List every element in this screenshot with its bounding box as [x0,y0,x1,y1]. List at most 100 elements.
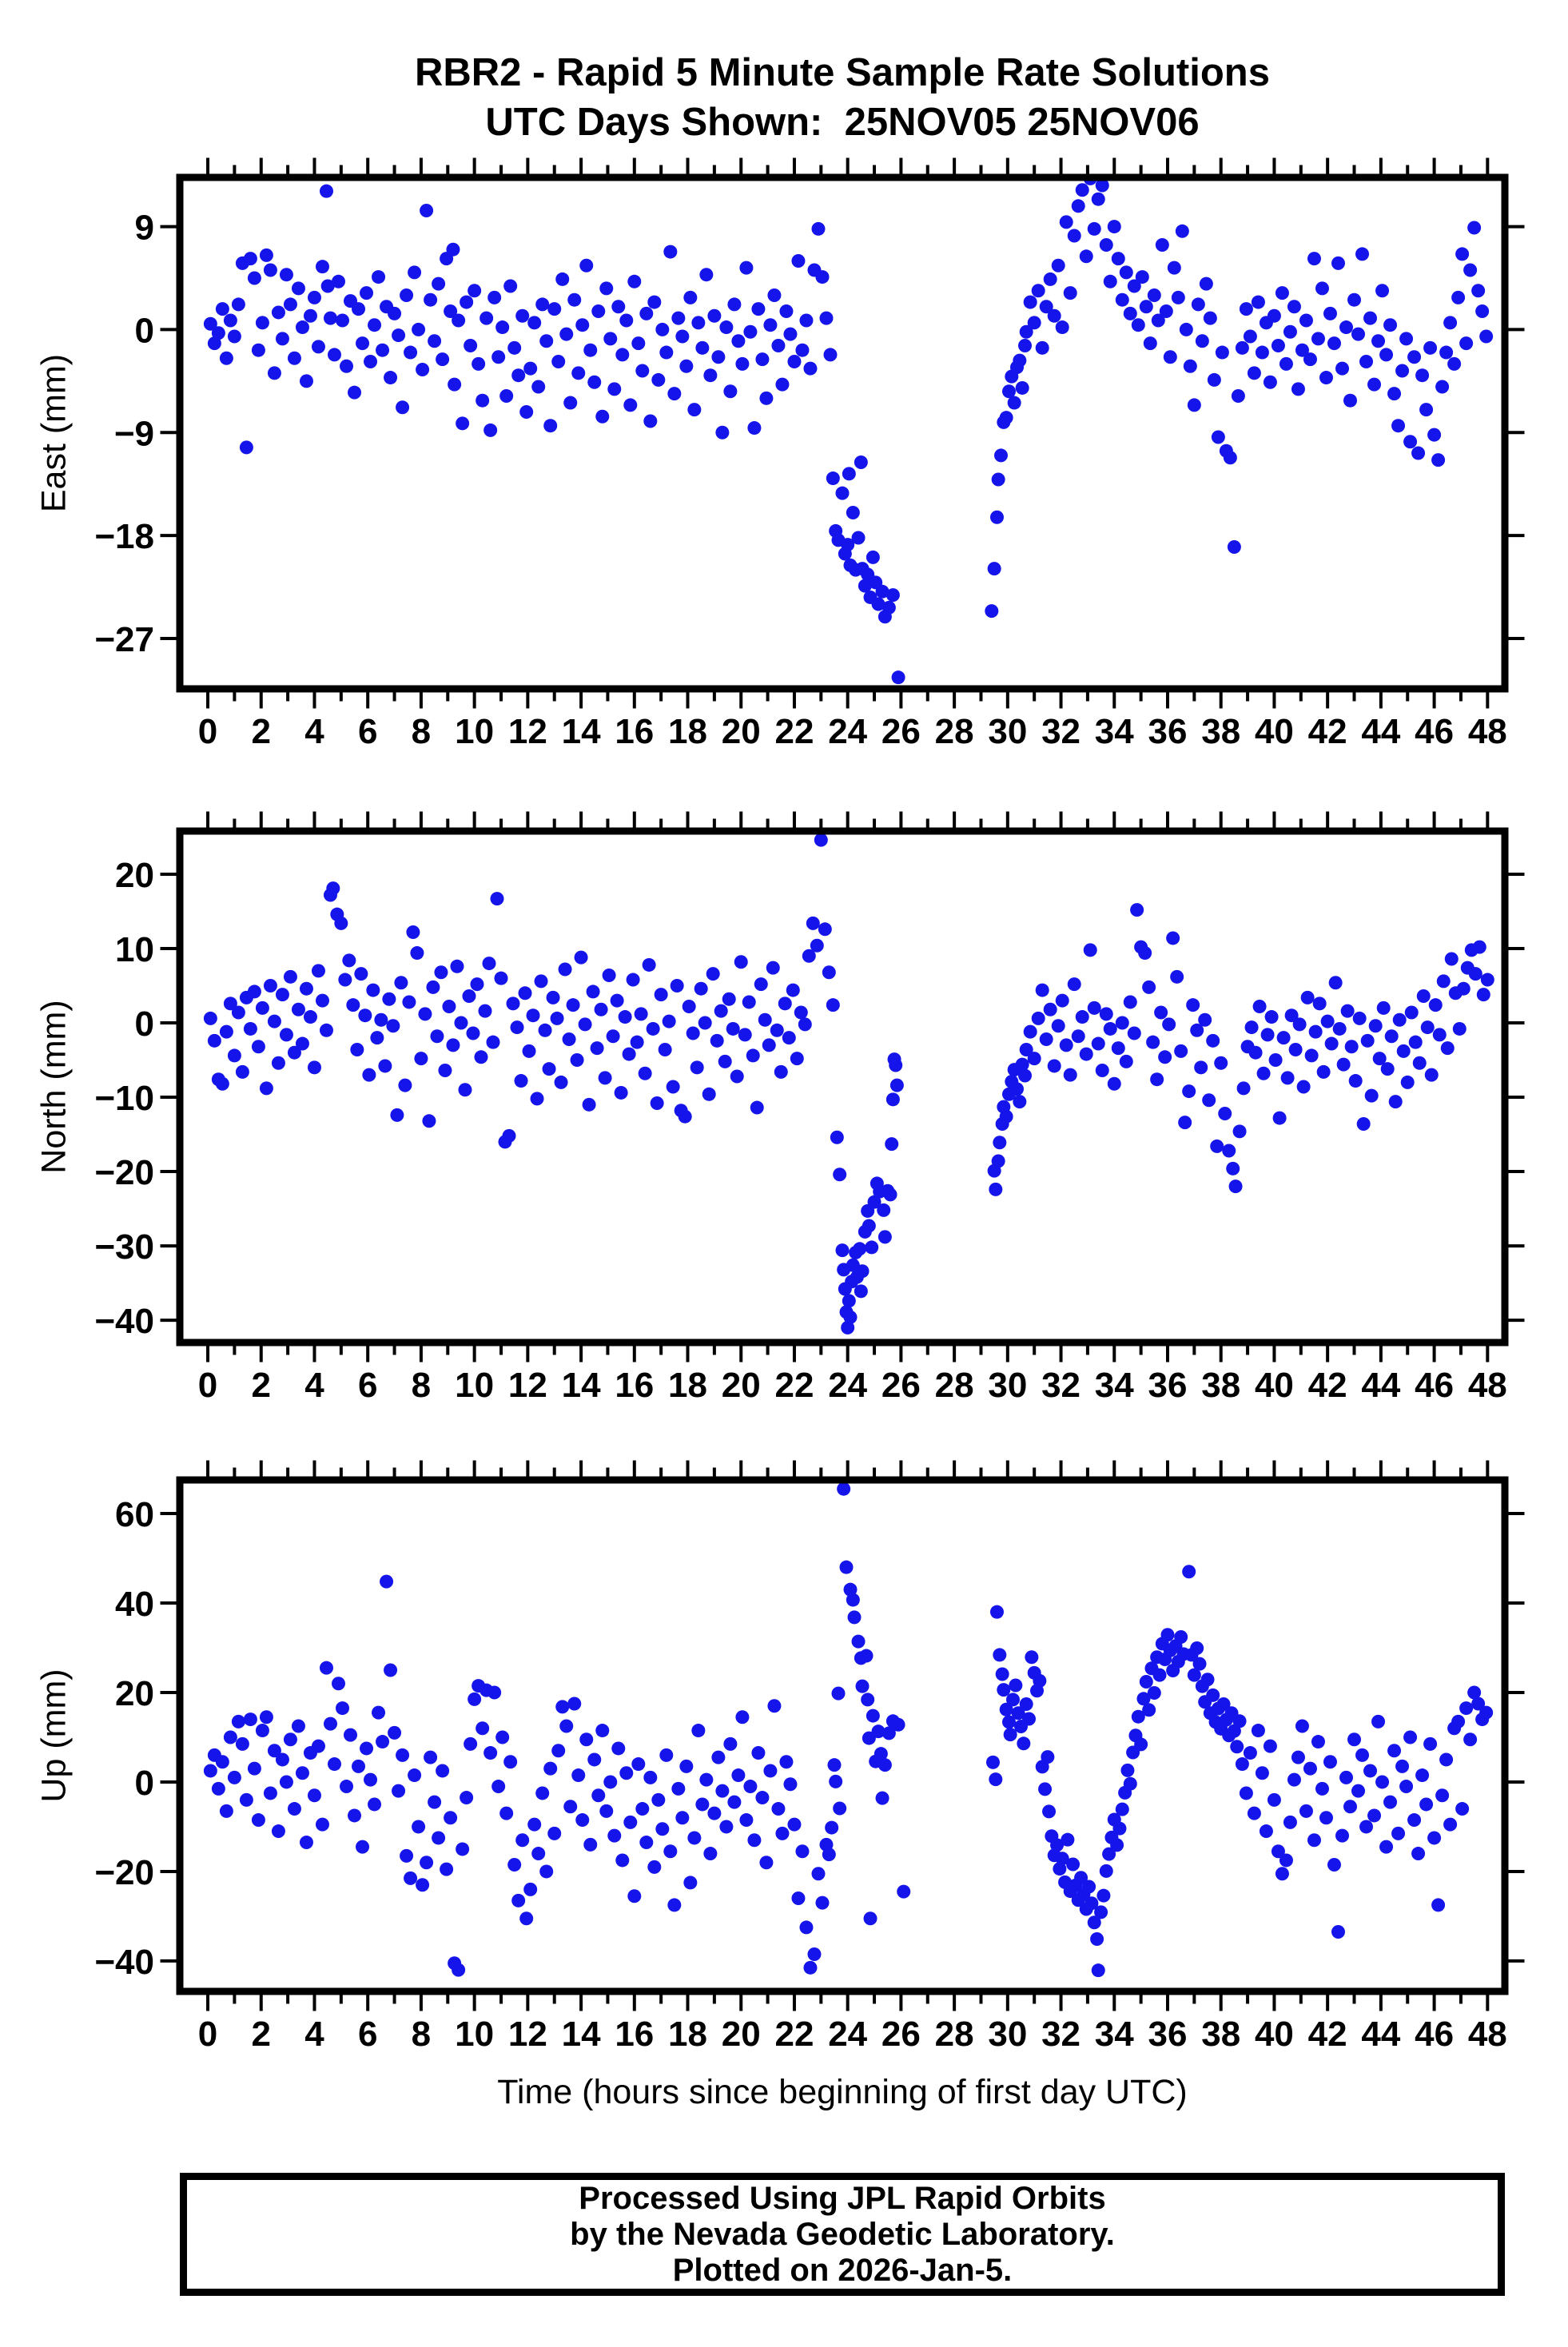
data-point [862,1731,876,1745]
data-point [215,1076,229,1091]
data-point [1047,1059,1061,1073]
data-point [1182,1084,1196,1099]
data-point [319,1023,333,1037]
data-point [735,1710,750,1724]
data-point [750,1100,764,1115]
data-point [1115,292,1129,307]
data-point [291,281,305,296]
data-point [1339,320,1354,335]
data-point [1387,387,1402,401]
data-point [1031,1011,1045,1025]
data-point [1260,1028,1275,1042]
data-point [1090,1931,1104,1946]
data-point [303,308,317,323]
data-point [583,343,598,357]
up-frame [176,1476,1509,1995]
data-point [891,670,905,685]
data-point [1383,1795,1398,1809]
data-point [993,1648,1007,1662]
data-point [1107,220,1121,234]
data-point [434,965,448,980]
data-point [687,1831,702,1845]
data-point [503,1755,518,1769]
data-point [392,328,406,343]
data-point [847,1610,862,1625]
data-point [207,336,221,351]
data-point [679,359,694,373]
data-point [1360,1033,1375,1048]
data-point [866,550,880,564]
x-tick-label: 28 [935,2015,974,2054]
data-point [742,995,756,1009]
data-point [1063,1068,1077,1082]
data-point [695,340,710,355]
data-point [1303,352,1317,367]
data-point [243,1021,257,1036]
north-frame [176,827,1509,1347]
data-point [791,254,806,269]
data-point [846,506,860,520]
data-point [586,985,600,999]
data-point [1375,1775,1390,1789]
data-point [1011,1706,1025,1720]
data-point [1010,1082,1025,1096]
data-point [366,983,380,997]
data-point [307,1788,321,1803]
data-point [715,1784,730,1798]
data-point [1009,1678,1023,1693]
data-point [822,1848,836,1862]
data-point [1123,306,1137,320]
data-point [818,922,832,937]
x-tick-label: 8 [412,2015,431,2054]
data-point [1356,1117,1371,1132]
data-point [291,1002,305,1016]
data-point [1115,1802,1129,1816]
data-point [591,1788,606,1803]
x-tick-label: 22 [774,1366,814,1405]
data-point [320,279,335,293]
data-point [591,304,606,319]
x-tick-label: 38 [1201,1366,1240,1405]
data-point [275,1752,289,1767]
data-point [775,377,790,392]
data-point [456,416,470,431]
data-point [464,338,478,352]
data-point [420,1856,434,1870]
data-point [1307,252,1321,266]
data-point [1142,1703,1156,1717]
data-point [231,1714,245,1728]
data-point [767,1699,782,1713]
data-point [356,1840,370,1854]
data-point [1355,247,1370,261]
data-point [563,396,578,410]
x-tick-label: 34 [1095,2015,1134,2054]
data-point [734,955,748,969]
data-point [1372,1052,1387,1066]
data-point [1135,270,1149,284]
data-point [619,313,634,328]
data-point [1059,1038,1073,1052]
data-point [1053,1862,1067,1876]
data-point [1380,1062,1395,1076]
data-point [829,1774,843,1788]
data-point [396,400,410,415]
data-point [759,1856,774,1870]
data-point [267,1014,281,1028]
data-point [372,270,386,284]
y-tick-label: −10 [94,1079,154,1118]
x-tick-label: 46 [1415,1366,1454,1405]
data-point [993,448,1008,463]
x-tick-label: 38 [1201,712,1240,751]
data-point [567,292,582,307]
data-point [263,263,277,277]
data-point [1147,1686,1161,1701]
data-point [482,957,496,971]
data-point [342,953,356,968]
data-point [1223,451,1237,465]
data-point [1192,1657,1207,1671]
data-point [1247,1806,1261,1820]
data-point [826,471,840,486]
data-point [1043,1002,1057,1016]
data-point [372,1705,386,1720]
data-point [354,967,368,981]
